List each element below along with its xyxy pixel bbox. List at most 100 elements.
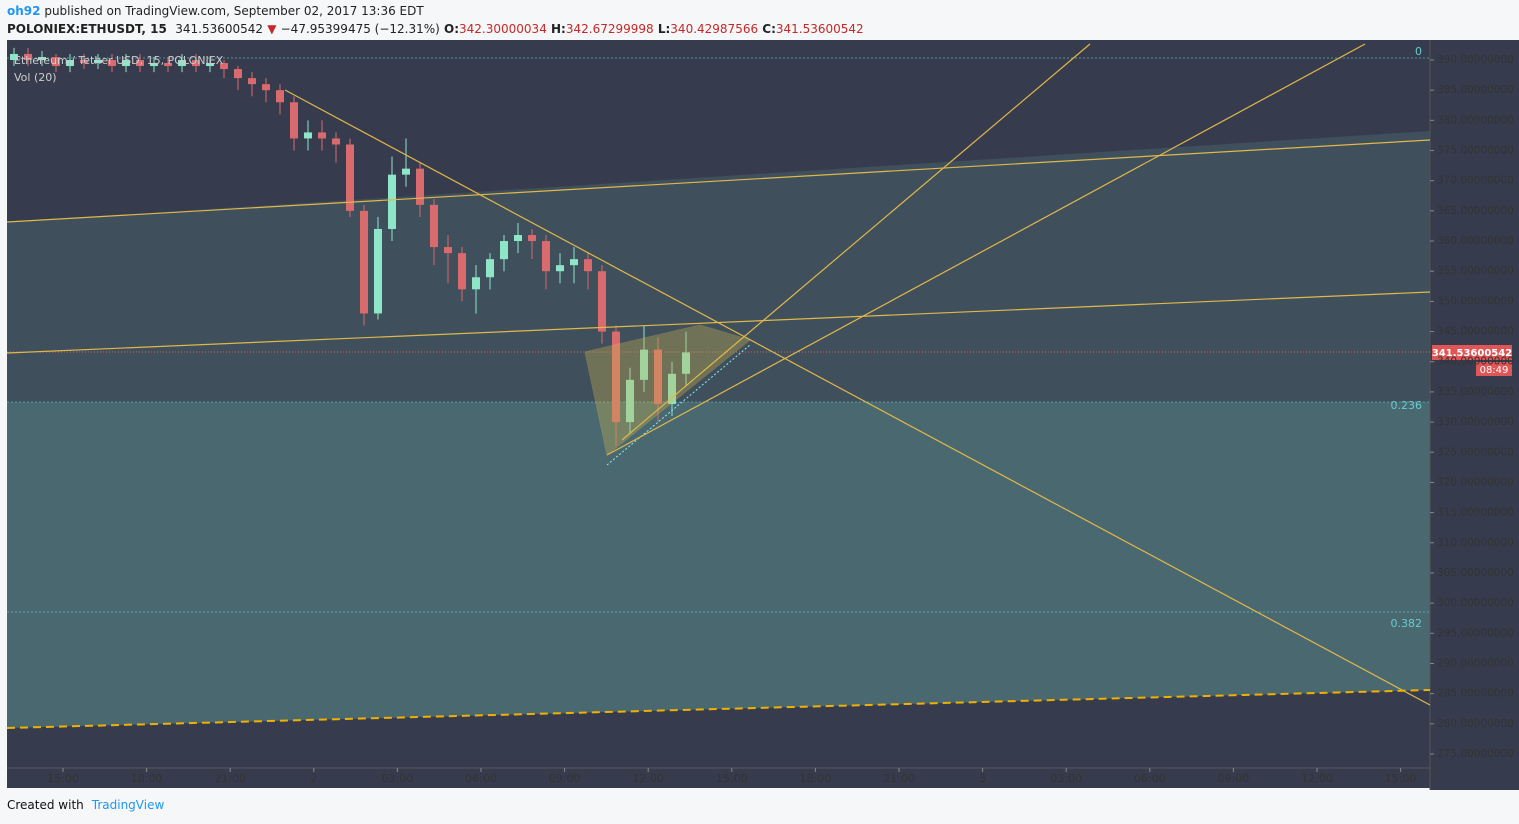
x-tick-label: 18:00 — [800, 772, 832, 785]
y-tick-label: 355.00000000 — [1437, 265, 1514, 277]
x-tick-label: 09:00 — [1218, 772, 1250, 785]
y-tick-label: 280.00000000 — [1437, 718, 1514, 730]
y-tick-label: 290.00000000 — [1437, 657, 1514, 669]
candle-body — [122, 60, 130, 67]
candle-body — [500, 241, 508, 260]
candle-body — [66, 60, 74, 67]
x-tick-label: 2 — [310, 772, 317, 785]
x-tick-label: 15:00 — [716, 772, 748, 785]
dashed-trendline — [6, 689, 1431, 729]
candle-body — [38, 56, 46, 60]
symbol: POLONIEX:ETHUSDT, 15 — [7, 22, 167, 36]
fib-zone-0 — [7, 131, 1430, 402]
candle-body — [206, 63, 214, 67]
y-tick-label: 375.00000000 — [1437, 145, 1514, 157]
candle-body — [458, 253, 466, 290]
candle-body — [234, 69, 242, 79]
y-tick-label: 285.00000000 — [1437, 688, 1514, 700]
y-tick-label: 295.00000000 — [1437, 627, 1514, 639]
footer: Created with TradingView — [7, 798, 164, 812]
y-tick-label: 300.00000000 — [1437, 597, 1514, 609]
candle-body — [164, 63, 172, 67]
candle-body — [668, 373, 676, 404]
candle-body — [556, 265, 564, 272]
candle-body — [10, 53, 18, 60]
y-tick-label: 320.00000000 — [1437, 476, 1514, 488]
candle-body — [430, 204, 438, 248]
trendline — [6, 139, 1431, 223]
symbol-bar: POLONIEX:ETHUSDT, 15 341.53600542 ▼ −47.… — [7, 22, 864, 36]
candle-body — [262, 84, 270, 91]
x-tick-label: 21:00 — [883, 772, 915, 785]
candle-body — [346, 144, 354, 211]
x-tick-label: 3 — [979, 772, 986, 785]
l: L: — [657, 22, 671, 36]
brand[interactable]: TradingView — [91, 798, 165, 812]
candle-body — [150, 63, 158, 67]
candle-body — [374, 228, 382, 314]
y-tick-label: 305.00000000 — [1437, 567, 1514, 579]
candle-body — [220, 63, 228, 70]
candle-body — [290, 102, 298, 139]
x-tick-label: 03:00 — [382, 772, 414, 785]
trendline — [284, 89, 1431, 706]
y-tick-label: 315.00000000 — [1437, 507, 1514, 519]
y-tick-label: 275.00000000 — [1437, 748, 1514, 760]
y-tick-label: 310.00000000 — [1437, 537, 1514, 549]
candle-body — [402, 168, 410, 175]
candle-body — [80, 60, 88, 64]
candle-body — [108, 60, 116, 67]
y-tick-label: 380.00000000 — [1437, 114, 1514, 126]
h: H: — [551, 22, 566, 36]
c-val: 341.53600542 — [775, 22, 864, 36]
published: published on TradingView.com, September … — [44, 4, 424, 18]
candle-body — [570, 259, 578, 266]
candle-body — [52, 56, 60, 67]
candle-body — [486, 259, 494, 278]
candle-body — [192, 60, 200, 67]
l-val: 340.42987566 — [670, 22, 759, 36]
candle-body — [472, 277, 480, 290]
y-tick-label: 340.00000000 — [1437, 356, 1514, 368]
candle-body — [332, 138, 340, 145]
x-tick-label: 15:00 — [1385, 772, 1417, 785]
candle-body — [416, 168, 424, 205]
change: −47.95399475 (−12.31%) — [280, 22, 440, 36]
y-tick-label: 325.00000000 — [1437, 446, 1514, 458]
fib-label: 0.382 — [1391, 617, 1423, 630]
o-val: 342.30000034 — [459, 22, 547, 36]
legend-volume: Vol (20) — [14, 71, 57, 84]
candle-body — [514, 235, 522, 242]
candle-body — [136, 60, 144, 67]
trend-dotted — [606, 344, 751, 466]
fib-label: 0.236 — [1391, 399, 1423, 412]
candle-body — [248, 78, 256, 85]
arrow: ▼ — [267, 22, 277, 36]
candle-body — [654, 349, 662, 404]
y-tick-label: 360.00000000 — [1437, 235, 1514, 247]
candle-body — [584, 259, 592, 272]
candle-body — [388, 174, 396, 229]
candle-body — [542, 241, 550, 272]
candle-body — [626, 379, 634, 423]
price-axis-bg — [1430, 40, 1519, 790]
y-tick-label: 385.00000000 — [1437, 84, 1514, 96]
legend-series: Ethereum / Tether USD, 15, POLONIEX — [14, 54, 224, 67]
countdown-bg — [1476, 362, 1512, 376]
x-tick-label: 06:00 — [465, 772, 497, 785]
candle-body — [640, 349, 648, 380]
candle-body — [178, 60, 186, 67]
y-tick-label: 365.00000000 — [1437, 205, 1514, 217]
candle-body — [94, 60, 102, 64]
trendline — [621, 43, 1091, 441]
author: oh92 — [7, 4, 41, 18]
price-tag: 341.53600542 — [1432, 348, 1512, 359]
x-tick-label: 18:00 — [131, 772, 163, 785]
c: C: — [762, 22, 776, 36]
candle-body — [528, 235, 536, 242]
candle-body — [444, 247, 452, 254]
x-tick-label: 12:00 — [632, 772, 664, 785]
candle-body — [682, 352, 690, 374]
candles — [10, 47, 690, 447]
